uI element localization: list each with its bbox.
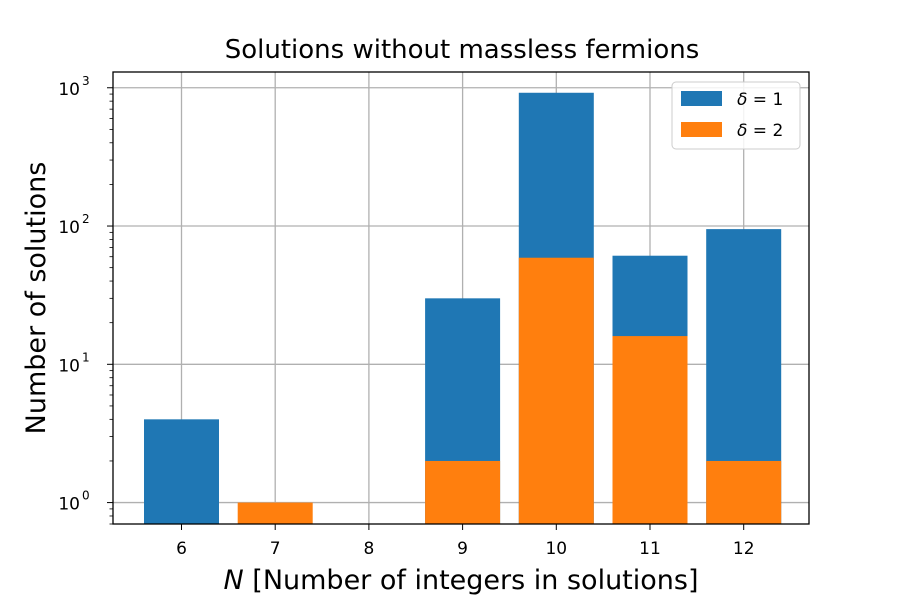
x-axis-title-symbol: N	[224, 565, 244, 596]
y-tick-exponent: 3	[82, 74, 90, 88]
bars	[144, 92, 782, 525]
bar-series-2-11	[612, 336, 688, 524]
x-axis-title-text: [Number of integers in solutions]	[244, 565, 699, 596]
bar-series-2-9	[425, 460, 501, 524]
y-tick-label: 10	[58, 80, 80, 100]
bar-series-2-10	[518, 257, 594, 524]
y-tick-label: 10	[58, 218, 80, 238]
y-tick-label: 10	[58, 495, 80, 515]
x-tick-label: 11	[639, 539, 661, 559]
y-axis-title: Number of solutions	[21, 162, 52, 435]
bar-series-1-6	[144, 419, 219, 524]
legend-swatch-delta-1	[681, 91, 722, 106]
x-tick-label: 9	[457, 539, 468, 559]
y-tick-label: 10	[58, 356, 80, 376]
legend-label-delta-2: δ = 2	[737, 121, 783, 141]
legend: δ = 1 δ = 2	[671, 81, 801, 150]
legend-label-delta-1: δ = 1	[737, 90, 783, 110]
legend-swatch-delta-2	[681, 122, 722, 137]
x-axis-title: N [Number of integers in solutions]	[224, 565, 699, 596]
x-tick-label: 8	[363, 539, 374, 559]
bar-series-2-7	[237, 502, 313, 524]
y-tick-exponent: 2	[82, 212, 90, 226]
y-tick-exponent: 1	[82, 350, 90, 364]
chart-title: Solutions without massless fermions	[225, 35, 700, 65]
x-axis-ticks: 6 7 8 9 10 11 12	[176, 524, 755, 559]
bar-series-2-12	[706, 460, 782, 524]
x-tick-label: 6	[176, 539, 187, 559]
x-tick-label: 10	[545, 539, 567, 559]
y-tick-exponent: 0	[82, 489, 90, 503]
x-tick-label: 12	[733, 539, 755, 559]
x-tick-label: 7	[270, 539, 281, 559]
